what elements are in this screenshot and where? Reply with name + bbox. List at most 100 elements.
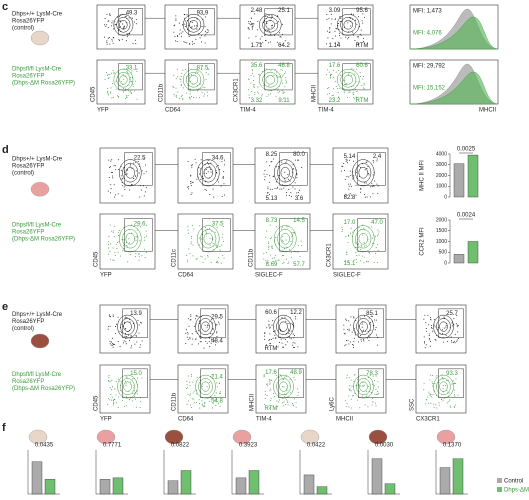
gate-value: 21.4 [211, 375, 223, 381]
event-dot [196, 258, 198, 260]
event-dot [123, 186, 125, 188]
event-dot [108, 235, 110, 237]
event-dot [193, 228, 195, 230]
plot-frame [96, 4, 146, 50]
event-dot [131, 378, 133, 380]
plot-frame [177, 147, 234, 204]
event-dot [263, 22, 265, 24]
contour [189, 75, 199, 85]
event-dot [264, 398, 266, 400]
event-dot [430, 402, 432, 404]
event-dot [143, 158, 145, 160]
event-dot [115, 402, 117, 404]
event-dot [350, 13, 352, 15]
event-dot [108, 93, 110, 95]
event-dot [263, 376, 265, 378]
p-value: 0.0025 [457, 147, 476, 153]
event-dot [251, 91, 253, 93]
event-dot [359, 167, 361, 169]
event-dot [114, 388, 116, 390]
event-dot [193, 402, 195, 404]
event-dot [128, 238, 130, 240]
event-dot [359, 317, 361, 319]
event-dot [344, 90, 346, 92]
event-dot [207, 73, 209, 75]
event-dot [186, 42, 188, 44]
event-dot [131, 81, 133, 83]
event-dot [352, 160, 354, 162]
event-dot [453, 406, 455, 408]
event-dot [205, 79, 207, 81]
event-dot [216, 226, 218, 228]
event-dot [265, 21, 267, 23]
event-dot [192, 392, 194, 394]
event-dot [367, 330, 369, 332]
event-dot [286, 390, 288, 392]
event-dot [191, 225, 193, 227]
event-dot [339, 87, 341, 89]
gate-value: 17.0 [344, 220, 356, 226]
event-dot [213, 339, 215, 341]
event-dot [200, 228, 202, 230]
event-dot [201, 403, 203, 405]
event-dot [211, 319, 213, 321]
event-dot [135, 19, 137, 21]
event-dot [124, 15, 126, 17]
event-dot [264, 176, 266, 178]
event-dot [366, 337, 368, 339]
event-dot [110, 160, 112, 162]
event-dot [125, 376, 127, 378]
event-dot [277, 259, 279, 261]
event-dot [347, 74, 349, 76]
event-dot [356, 36, 358, 38]
contour [262, 72, 279, 88]
event-dot [266, 230, 268, 232]
event-dot [273, 74, 275, 76]
event-dot [190, 185, 192, 187]
event-dot [345, 236, 347, 238]
event-dot [329, 27, 331, 29]
event-dot [120, 170, 122, 172]
gate-value: 87.5 [197, 65, 209, 71]
event-dot [199, 341, 201, 343]
event-dot [251, 26, 253, 28]
event-dot [340, 37, 342, 39]
organ-icon [30, 182, 50, 197]
event-dot [108, 77, 110, 79]
event-dot [108, 37, 110, 39]
event-dot [367, 166, 369, 168]
event-dot [114, 326, 116, 328]
event-dot [452, 325, 454, 327]
event-dot [110, 188, 112, 190]
event-dot [126, 245, 128, 247]
event-dot [114, 225, 116, 227]
contour [273, 314, 294, 339]
event-dot [191, 241, 193, 243]
event-dot [178, 33, 180, 35]
event-dot [124, 188, 126, 190]
event-dot [209, 194, 211, 196]
event-dot [204, 324, 206, 326]
event-dot [202, 86, 204, 88]
event-dot [107, 241, 109, 243]
event-dot [190, 314, 192, 316]
contour [186, 72, 202, 88]
event-dot [269, 175, 271, 177]
event-dot [138, 259, 140, 261]
event-dot [139, 239, 141, 241]
event-dot [352, 91, 354, 93]
event-dot [286, 258, 288, 260]
event-dot [132, 83, 134, 85]
event-dot [269, 382, 271, 384]
event-dot [123, 78, 125, 80]
event-dot [224, 159, 226, 161]
gate-value: 14.5 [293, 218, 305, 224]
event-dot [107, 326, 109, 328]
event-dot [332, 69, 334, 71]
event-dot [368, 317, 370, 319]
event-dot [272, 337, 274, 339]
event-dot [351, 344, 353, 346]
event-dot [290, 240, 292, 242]
event-dot [426, 399, 428, 401]
event-dot [123, 340, 125, 342]
